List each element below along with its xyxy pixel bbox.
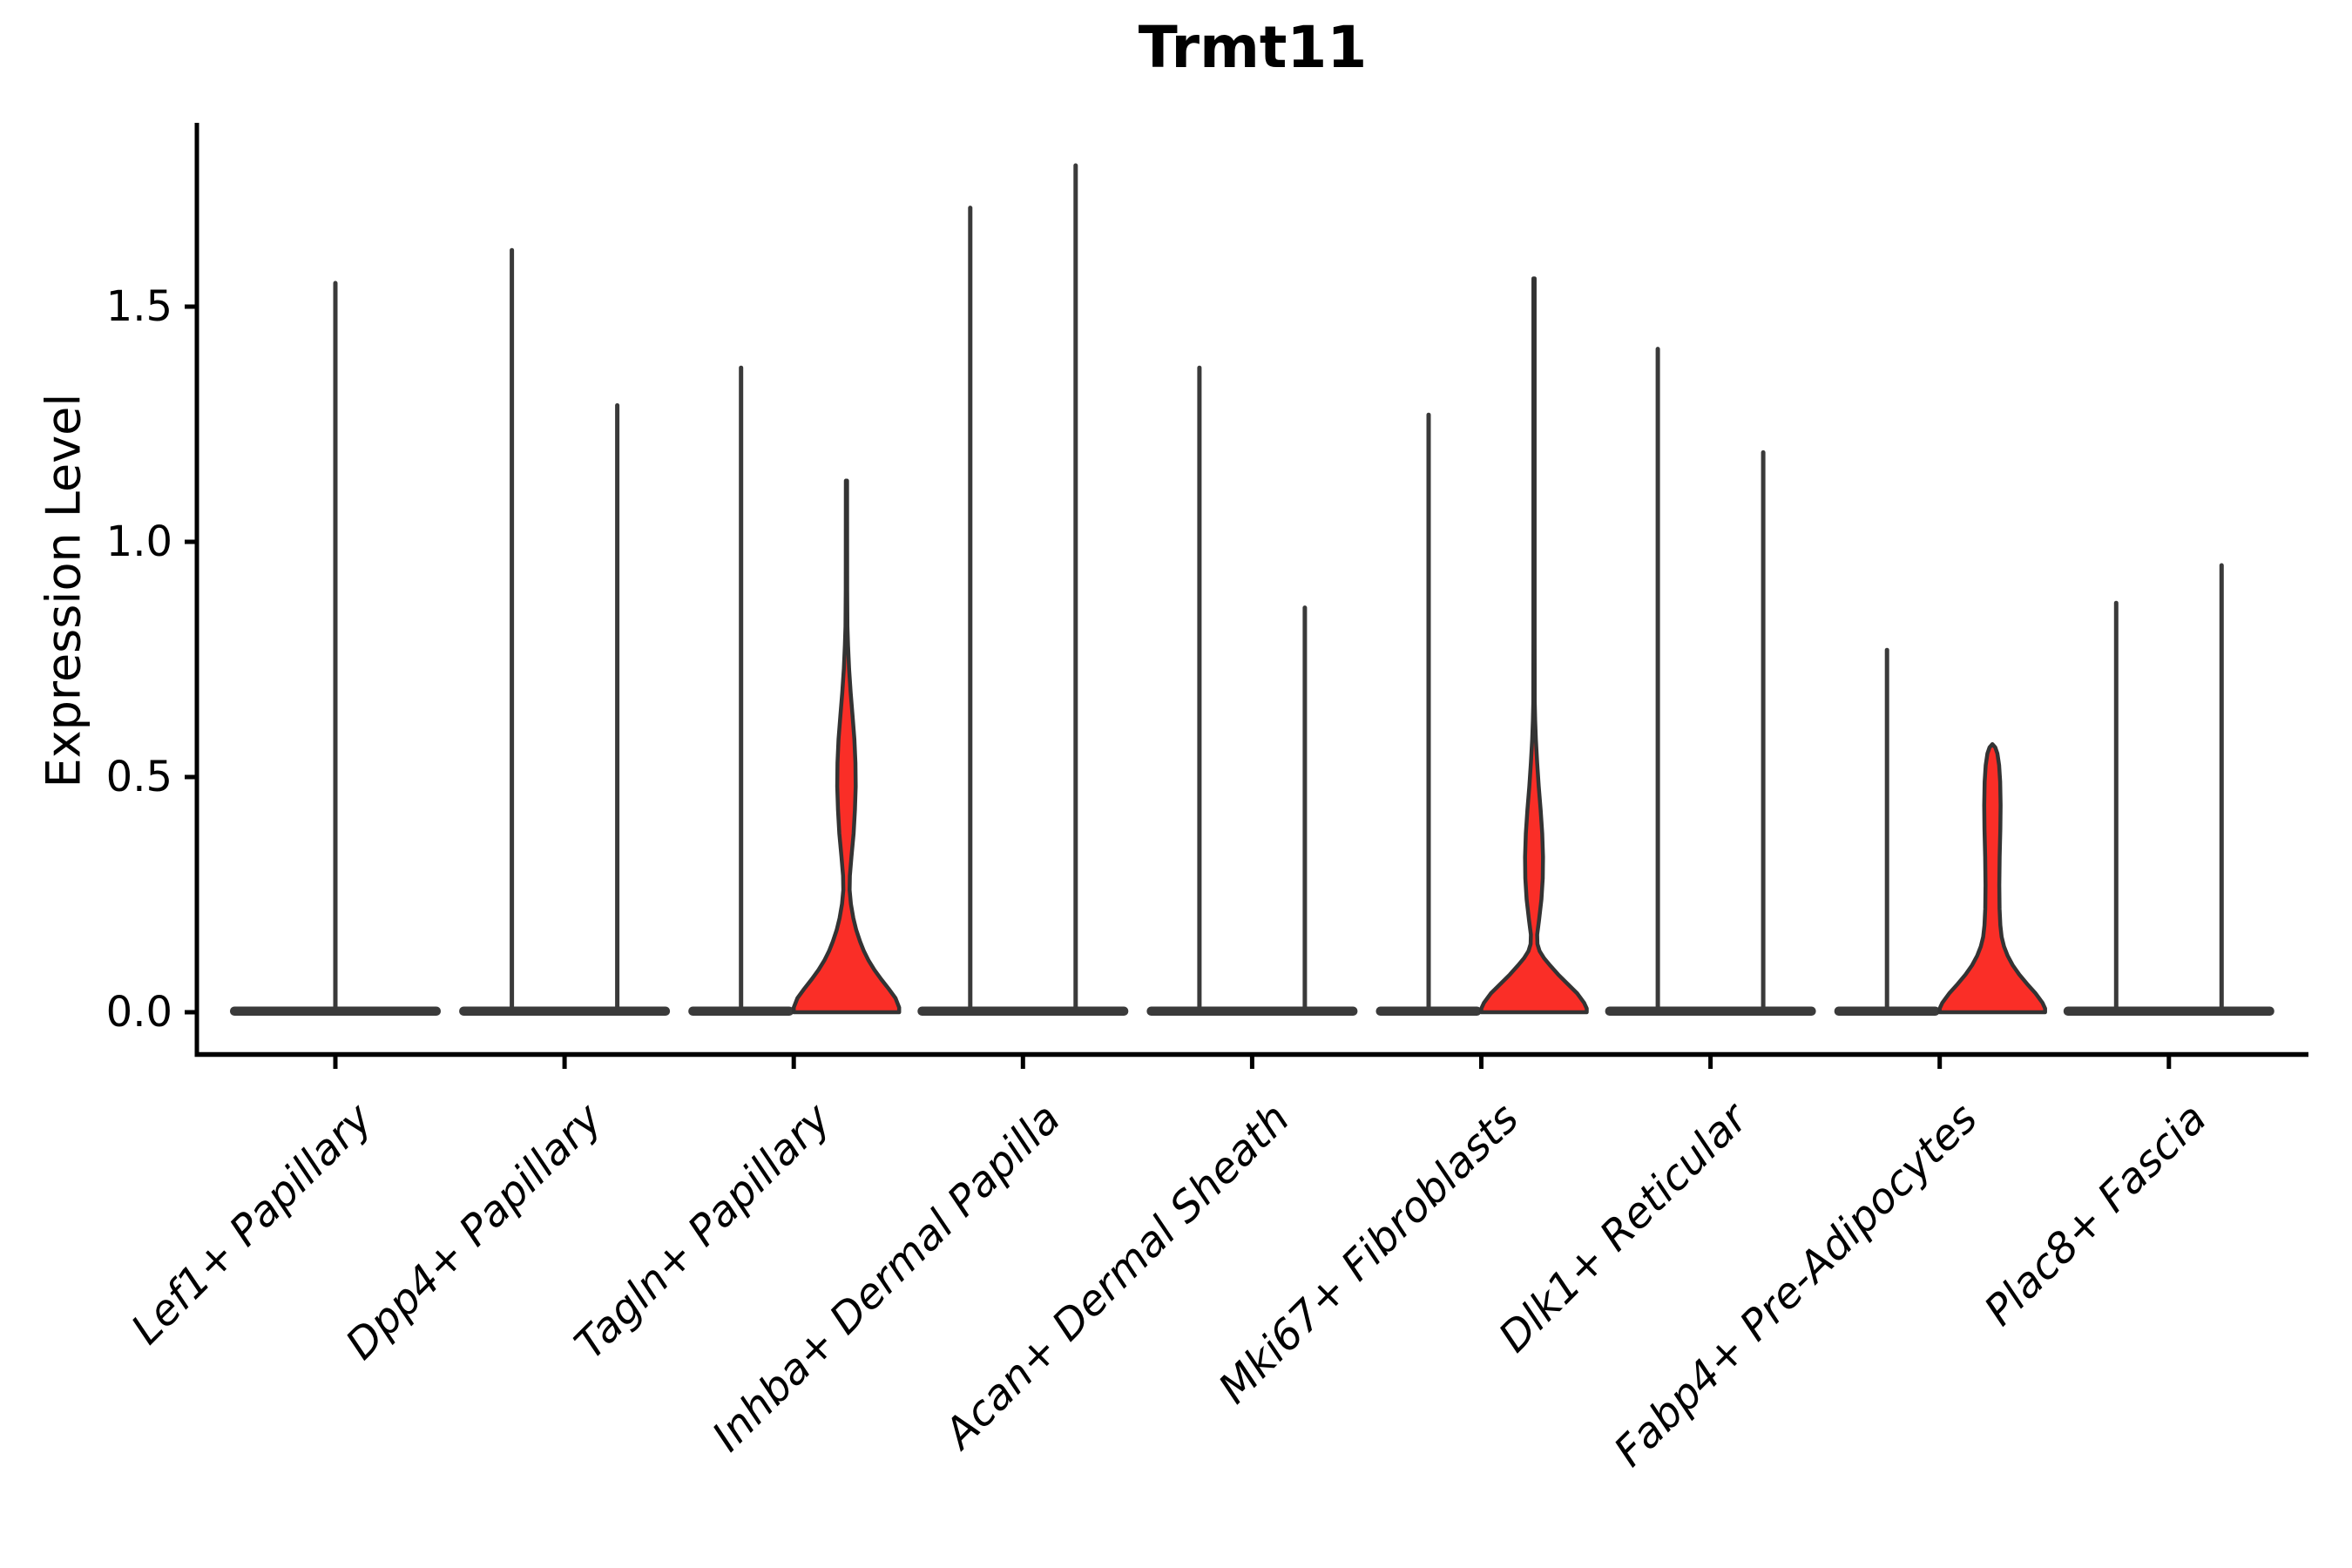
y-tick-label-1.5: 1.5 [105, 282, 172, 331]
y-tick-label-0.0: 0.0 [105, 988, 172, 1037]
y-tick-label-1.0: 1.0 [105, 517, 172, 566]
violin-filled-fabp4-pre-adipocytes-right [1937, 741, 2047, 1015]
violin-base-inhba-dermal-papilla [917, 1006, 1129, 1016]
violin-filled-tagln-papillary-right [791, 478, 902, 1015]
violin-filled-mki67-fibroblasts-right [1479, 276, 1589, 1015]
y-tick-label-0.5: 0.5 [105, 753, 172, 801]
violin-base-plac8-fascia [2063, 1006, 2274, 1016]
violin-base-acan-dermal-sheath [1146, 1006, 1358, 1016]
chart-title: Trmt11 [1138, 14, 1368, 81]
violin-base-dpp4-papillary [459, 1006, 671, 1016]
violin-base-dlk1-reticular [1605, 1006, 1816, 1016]
